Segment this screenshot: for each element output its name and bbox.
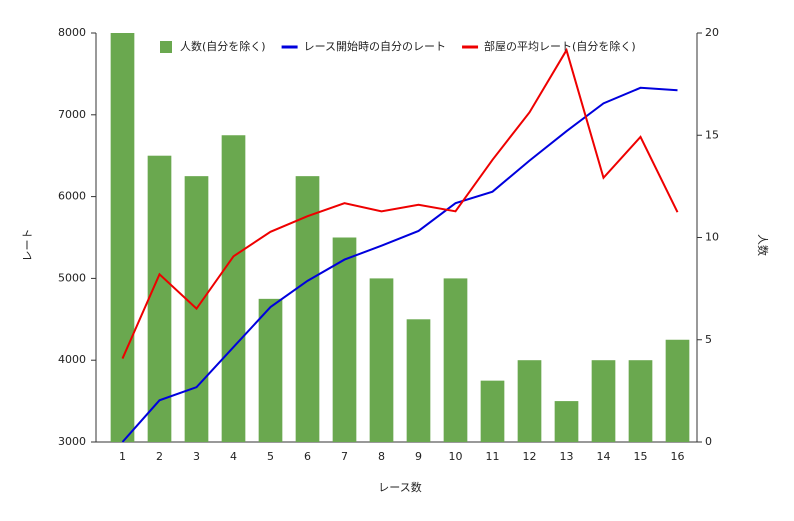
bar: [443, 278, 468, 442]
bar: [591, 360, 616, 442]
x-tick-label: 2: [156, 450, 163, 463]
bar: [665, 339, 690, 442]
x-tick-label: 13: [560, 450, 574, 463]
line: [121, 47, 679, 359]
y2-tick-label: 10: [705, 231, 719, 244]
x-tick-label: 11: [486, 450, 500, 463]
y2-tick-label: 20: [705, 26, 719, 39]
y-tick-label: 6000: [58, 190, 86, 203]
y2-axis-label: 人数: [756, 234, 769, 256]
y2-tick-label: 5: [705, 333, 712, 346]
y-tick-label: 4000: [58, 353, 86, 366]
y-tick-label: 8000: [58, 26, 86, 39]
legend-label: 部屋の平均レート(自分を除く): [484, 39, 636, 53]
y-tick-label: 5000: [58, 271, 86, 284]
x-tick-label: 5: [267, 450, 274, 463]
y2-tick-label: 15: [705, 128, 719, 141]
x-tick-label: 3: [193, 450, 200, 463]
bar: [332, 237, 357, 442]
bar: [369, 278, 394, 442]
y-tick-label: 7000: [58, 108, 86, 121]
y2-tick-label: 0: [705, 435, 712, 448]
x-tick-label: 9: [415, 450, 422, 463]
bar: [221, 135, 246, 442]
bar: [110, 33, 135, 442]
x-axis-label: レース数: [378, 481, 421, 494]
bar: [517, 360, 542, 442]
bar: [554, 401, 579, 442]
bar: [406, 319, 431, 442]
x-tick-label: 10: [449, 450, 463, 463]
bar: [628, 360, 653, 442]
legend-label: 人数(自分を除く): [180, 39, 266, 53]
y-axis-label: レート: [21, 229, 34, 262]
legend-swatch: [160, 41, 172, 53]
x-tick-label: 14: [597, 450, 611, 463]
x-tick-label: 8: [378, 450, 385, 463]
x-tick-label: 4: [230, 450, 237, 463]
bar: [295, 176, 320, 442]
legend-label: レース開始時の自分のレート: [304, 39, 446, 53]
bar: [258, 298, 283, 442]
x-tick-label: 16: [671, 450, 685, 463]
x-tick-label: 6: [304, 450, 311, 463]
x-tick-label: 15: [634, 450, 648, 463]
x-tick-label: 12: [523, 450, 537, 463]
x-tick-label: 1: [119, 450, 126, 463]
bar: [480, 380, 505, 442]
bar: [147, 155, 172, 442]
y-tick-label: 3000: [58, 435, 86, 448]
x-tick-label: 7: [341, 450, 348, 463]
